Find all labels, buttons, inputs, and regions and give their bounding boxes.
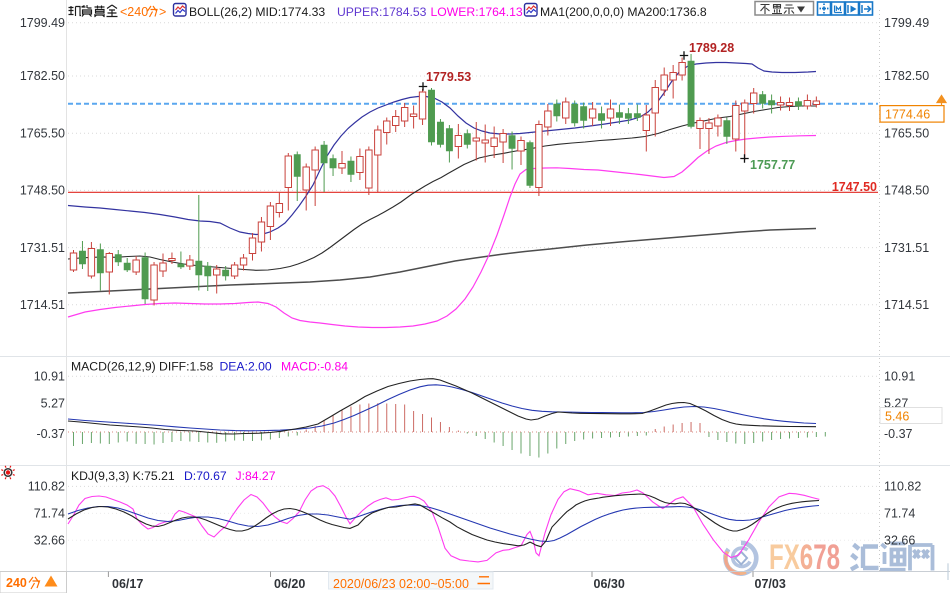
svg-text:5.46: 5.46 — [885, 409, 909, 423]
svg-text:1714.51: 1714.51 — [884, 298, 929, 312]
svg-text:J:84.27: J:84.27 — [236, 469, 276, 483]
svg-text:1774.46: 1774.46 — [885, 108, 930, 122]
svg-text:BOLL(26,2) MID:1774.33: BOLL(26,2) MID:1774.33 — [189, 5, 325, 19]
svg-text:1748.50: 1748.50 — [884, 184, 929, 198]
svg-text:1757.77: 1757.77 — [750, 158, 795, 172]
svg-text:UPPER:1784.53: UPPER:1784.53 — [337, 5, 427, 19]
svg-text:1747.50: 1747.50 — [832, 180, 877, 194]
svg-text:5.27: 5.27 — [41, 397, 65, 411]
svg-text:D:70.67: D:70.67 — [184, 469, 227, 483]
svg-text:32.66: 32.66 — [34, 534, 65, 548]
svg-text:MACD:-0.84: MACD:-0.84 — [281, 360, 348, 374]
svg-text:1731.51: 1731.51 — [884, 241, 929, 255]
svg-text:71.74: 71.74 — [34, 507, 65, 521]
svg-text:FX678: FX678 — [769, 538, 840, 577]
svg-text:06/20: 06/20 — [274, 577, 305, 591]
svg-text:10.91: 10.91 — [884, 369, 915, 383]
svg-text:07/03: 07/03 — [755, 577, 786, 591]
svg-text:1779.53: 1779.53 — [426, 70, 471, 84]
svg-text:1789.28: 1789.28 — [689, 41, 734, 55]
svg-text:MA1(200,0,0,0) MA200:1736.8: MA1(200,0,0,0) MA200:1736.8 — [540, 5, 707, 19]
svg-text:240: 240 — [6, 576, 27, 590]
svg-text:<240: <240 — [120, 5, 148, 19]
svg-text:2020/06/23 02:00~05:00: 2020/06/23 02:00~05:00 — [333, 577, 469, 591]
svg-text:10.91: 10.91 — [34, 369, 65, 383]
svg-text:32.66: 32.66 — [884, 534, 915, 548]
svg-text:1731.51: 1731.51 — [20, 241, 65, 255]
svg-text:1782.50: 1782.50 — [884, 69, 929, 83]
svg-text:110.82: 110.82 — [28, 480, 65, 494]
svg-text:06/17: 06/17 — [112, 577, 143, 591]
svg-text:1748.50: 1748.50 — [20, 184, 65, 198]
svg-text:06/30: 06/30 — [594, 577, 625, 591]
svg-text:1799.49: 1799.49 — [20, 16, 65, 30]
svg-text:-0.37: -0.37 — [884, 427, 913, 441]
svg-text:1714.51: 1714.51 — [20, 298, 65, 312]
svg-text:LOWER:1764.13: LOWER:1764.13 — [431, 5, 523, 19]
svg-text:>: > — [159, 5, 166, 19]
svg-text:MACD(26,12,9) DIFF:1.58: MACD(26,12,9) DIFF:1.58 — [71, 360, 213, 374]
svg-text:DEA:2.00: DEA:2.00 — [220, 360, 272, 374]
svg-text:KDJ(9,3,3) K:75.21: KDJ(9,3,3) K:75.21 — [71, 469, 175, 483]
svg-text:1799.49: 1799.49 — [884, 16, 929, 30]
svg-text:71.74: 71.74 — [884, 507, 915, 521]
svg-text:1765.50: 1765.50 — [20, 126, 65, 140]
svg-text:110.82: 110.82 — [884, 480, 921, 494]
svg-text:-0.37: -0.37 — [37, 427, 66, 441]
svg-text:1782.50: 1782.50 — [20, 69, 65, 83]
svg-text:1765.50: 1765.50 — [884, 126, 929, 140]
